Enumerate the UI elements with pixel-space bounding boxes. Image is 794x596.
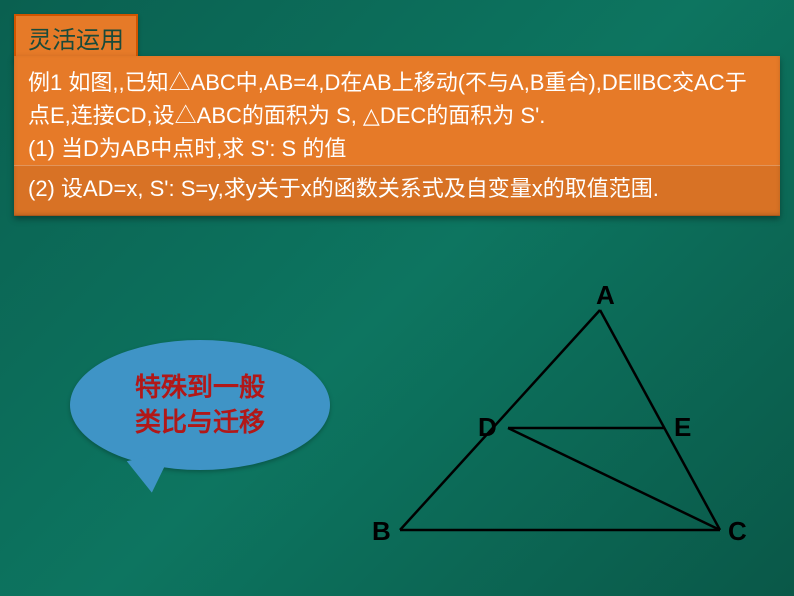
speech-line2: 类比与迁移	[135, 405, 265, 440]
vertex-label-B: B	[372, 516, 391, 547]
edge-A-B	[400, 310, 600, 530]
edge-C-A	[600, 310, 720, 530]
problem-statement: 例1 如图,,已知△ABC中,AB=4,D在AB上移动(不与A,B重合),DE‖…	[14, 56, 780, 216]
speech-line1: 特殊到一般	[135, 370, 265, 405]
problem-part2-strip: (2) 设AD=x, S': S=y,求y关于x的函数关系式及自变量x的取值范围…	[14, 165, 780, 216]
vertex-label-A: A	[596, 280, 615, 311]
vertex-label-E: E	[674, 412, 691, 443]
problem-intro: 例1 如图,,已知△ABC中,AB=4,D在AB上移动(不与A,B重合),DE‖…	[28, 66, 766, 132]
vertex-label-D: D	[478, 412, 497, 443]
problem-part2: (2) 设AD=x, S': S=y,求y关于x的函数关系式及自变量x的取值范围…	[28, 176, 659, 201]
triangle-diagram: ABCDE	[340, 290, 780, 590]
speech-tail	[127, 452, 179, 497]
speech-bubble: 特殊到一般 类比与迁移	[70, 340, 330, 470]
vertex-label-C: C	[728, 516, 747, 547]
speech-bubble-container: 特殊到一般 类比与迁移	[70, 340, 330, 470]
speech-text: 特殊到一般 类比与迁移	[135, 370, 265, 440]
section-tag: 灵活运用	[14, 14, 138, 61]
edge-D-C	[508, 428, 720, 530]
section-tag-text: 灵活运用	[28, 27, 124, 54]
problem-part1: (1) 当D为AB中点时,求 S': S 的值	[28, 132, 766, 165]
diagram-svg	[340, 290, 780, 590]
